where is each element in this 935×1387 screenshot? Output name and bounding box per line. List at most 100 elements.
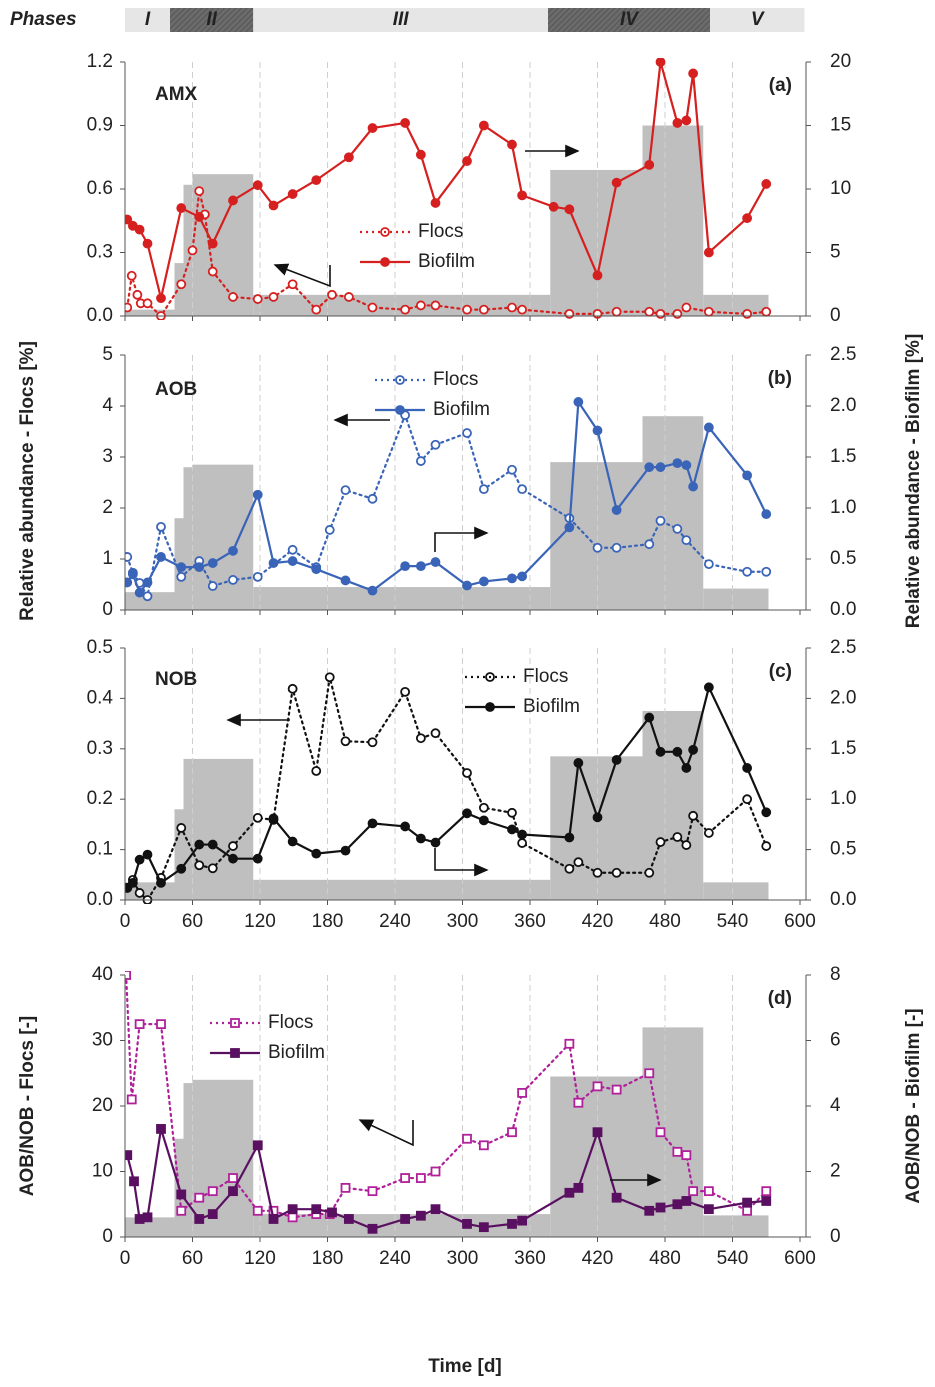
marker (672, 308, 683, 319)
marker (644, 1205, 655, 1216)
marker (681, 302, 692, 313)
marker (655, 308, 666, 319)
panel-title: AOB (155, 379, 197, 400)
phase-band (170, 8, 254, 32)
x-tick-label: 60 (182, 911, 203, 932)
marker (478, 120, 489, 131)
background-bar (703, 294, 769, 316)
marker (311, 766, 322, 776)
marker (343, 292, 354, 302)
marker (507, 573, 517, 584)
marker (400, 118, 411, 128)
y2-tick-label: 2.5 (830, 344, 856, 365)
marker (592, 425, 603, 436)
marker (176, 562, 187, 573)
marker (156, 552, 166, 562)
marker (134, 224, 145, 235)
marker (655, 746, 666, 757)
y-tick-label: 20 (92, 1095, 113, 1116)
marker (644, 462, 655, 473)
y2-tick-label: 0.0 (830, 889, 856, 910)
marker (340, 736, 351, 747)
marker (611, 867, 622, 878)
panel (125, 58, 772, 320)
marker (672, 1199, 683, 1210)
legend-label: Flocs (418, 221, 463, 242)
marker (367, 737, 378, 748)
marker (327, 1207, 337, 1218)
marker (132, 289, 143, 300)
marker (176, 571, 187, 582)
marker (564, 522, 575, 533)
marker (142, 298, 153, 309)
marker (343, 1214, 354, 1224)
marker (415, 1210, 426, 1221)
marker (703, 559, 714, 569)
marker (327, 289, 337, 300)
marker (761, 179, 772, 189)
marker (564, 1187, 575, 1198)
series-line (125, 973, 768, 1219)
marker (324, 525, 335, 535)
panel (125, 648, 772, 904)
marker (126, 1094, 137, 1105)
marker (252, 571, 263, 582)
marker (742, 794, 753, 805)
x-tick-label: 360 (514, 1248, 546, 1269)
marker (252, 1205, 263, 1216)
marker (644, 1068, 655, 1079)
panel-tag: (b) (768, 368, 792, 389)
marker (415, 149, 426, 160)
marker (156, 293, 166, 304)
marker (207, 266, 218, 277)
marker (127, 569, 138, 580)
y2-tick-label: 0.5 (830, 548, 856, 569)
marker (478, 304, 489, 315)
marker (415, 300, 426, 311)
marker (156, 877, 166, 888)
x-tick-label: 300 (447, 1248, 479, 1269)
marker (688, 1186, 699, 1197)
y2-tick-label: 4 (830, 1095, 841, 1116)
marker (655, 1202, 666, 1213)
marker (644, 867, 655, 878)
marker (681, 460, 692, 471)
x-tick-label: 180 (312, 1248, 344, 1269)
marker (400, 821, 411, 832)
x-tick-label: 480 (649, 911, 681, 932)
marker (134, 1019, 145, 1030)
marker (125, 1150, 133, 1161)
marker (324, 672, 335, 683)
y-tick-label: 4 (102, 395, 113, 416)
y-tick-label: 0.9 (87, 115, 113, 136)
marker (287, 1212, 298, 1223)
x-tick-label: 300 (447, 911, 479, 932)
marker (672, 524, 683, 534)
background-bar (183, 758, 193, 900)
marker (125, 552, 133, 562)
marker (367, 1186, 378, 1197)
marker (742, 213, 753, 224)
y-tick-label: 5 (102, 344, 113, 365)
marker (207, 558, 218, 568)
marker (430, 728, 441, 739)
y-tick-label: 0 (102, 1226, 113, 1247)
phase-band (710, 8, 805, 32)
panel-title: AMX (155, 84, 198, 105)
marker (681, 535, 692, 546)
legend-label: Biofilm (433, 399, 490, 420)
x-tick-label: 420 (582, 911, 614, 932)
x-tick-label: 540 (717, 1248, 749, 1269)
y-tick-label: 0.4 (87, 687, 114, 708)
marker (311, 175, 322, 186)
marker (228, 853, 238, 864)
marker (478, 576, 489, 587)
y-tick-label: 0.2 (87, 788, 113, 809)
marker (655, 515, 666, 526)
panel-title: NOB (155, 669, 197, 690)
y-tick-label: 30 (92, 1030, 113, 1051)
marker (430, 1166, 441, 1177)
marker (681, 763, 692, 773)
marker (478, 815, 489, 826)
